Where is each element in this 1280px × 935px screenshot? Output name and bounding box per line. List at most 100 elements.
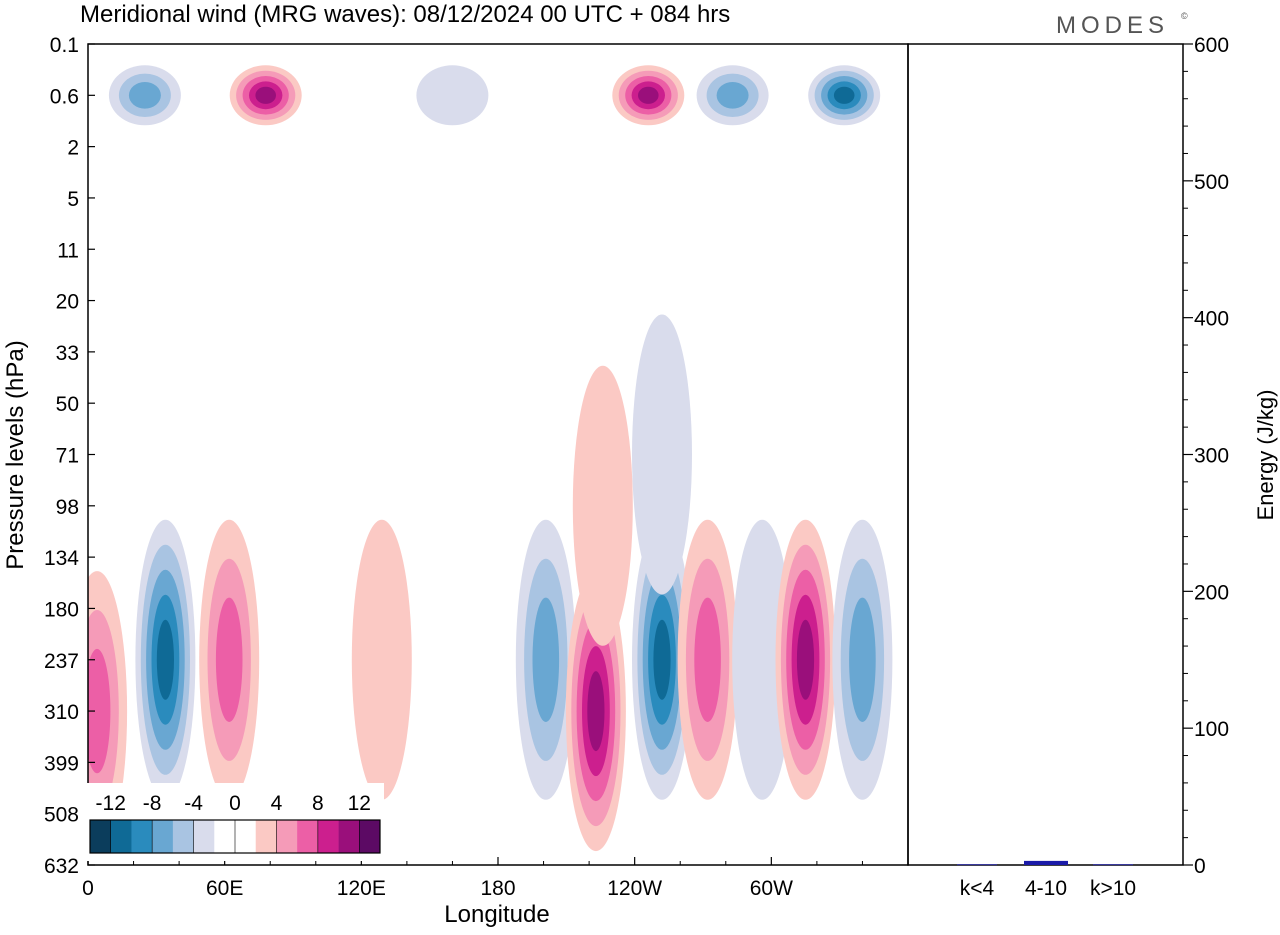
- wind-anomaly-positive: [565, 571, 626, 852]
- y-tick-label: 237: [44, 650, 79, 673]
- wind-anomaly-negative: [416, 65, 489, 126]
- wind-anomaly-negative: [515, 519, 576, 800]
- contour-level-3: [128, 82, 161, 109]
- colorbar-label: 12: [348, 792, 371, 815]
- energy-tick-label: 500: [1194, 171, 1229, 194]
- energy-panel-frame: [907, 43, 1184, 866]
- y-tick-label: 33: [56, 342, 79, 365]
- x-axis-label: Longitude: [444, 901, 549, 928]
- colorbar-label: 0: [229, 792, 241, 815]
- contour-level-3: [532, 597, 560, 722]
- y-tick-label: 134: [44, 547, 79, 570]
- wind-anomaly-negative: [108, 65, 181, 126]
- colorbar-label: -4: [184, 792, 203, 815]
- x-axis-ticks: 0 60E 120E 180 120W 60W: [82, 857, 863, 900]
- wind-anomaly-negative: [732, 519, 793, 800]
- energy-tick-label: 400: [1194, 308, 1229, 331]
- y-tick-label: 2: [67, 137, 79, 160]
- wind-anomaly-positive: [677, 519, 738, 800]
- energy-bar: [957, 864, 997, 866]
- x-tick-label: 60W: [750, 877, 793, 900]
- contour-level-5: [156, 619, 174, 700]
- colorbar-label: -8: [143, 792, 162, 815]
- colorbar-swatch: [235, 820, 257, 853]
- brand-mark: ©: [1181, 11, 1188, 21]
- contour-level-3: [694, 597, 721, 722]
- colorbar-swatch: [317, 820, 339, 853]
- wind-anomaly-positive: [351, 519, 412, 800]
- y-tick-label: 632: [44, 855, 79, 878]
- colorbar-swatch: [193, 820, 215, 853]
- wind-anomaly-negative: [632, 519, 692, 800]
- wind-anomaly-positive: [199, 519, 260, 800]
- colorbar-swatch: [131, 820, 153, 853]
- y-tick-label: 399: [44, 752, 79, 775]
- contour-level-3: [716, 82, 749, 109]
- wind-anomaly-negative: [832, 519, 893, 800]
- contour-level-3: [849, 597, 876, 722]
- colorbar-swatch: [152, 820, 174, 853]
- contour-level-5: [255, 86, 276, 104]
- x-tick-label: 60E: [206, 877, 243, 900]
- colorbar-swatch: [359, 820, 381, 853]
- contour-level-1: [416, 65, 489, 126]
- contour-level-1: [572, 365, 633, 646]
- x-tick-label: 180: [480, 877, 515, 900]
- wind-anomaly-negative: [696, 65, 769, 126]
- energy-bars: k<4 4-10 k>10: [957, 860, 1136, 900]
- energy-bar: [1024, 860, 1068, 865]
- wind-anomaly-positive: [775, 519, 836, 800]
- contour-level-3: [215, 597, 243, 722]
- colorbar-swatch: [110, 820, 132, 853]
- energy-category-label: k>10: [1090, 877, 1136, 900]
- y-tick-label: 0.6: [50, 85, 79, 108]
- x-tick-label: 120W: [607, 877, 662, 900]
- y-axis-label: Pressure levels (hPa): [2, 340, 29, 569]
- colorbar-label: 8: [312, 792, 324, 815]
- energy-tick-label: 300: [1194, 445, 1229, 468]
- colorbar-swatch: [90, 820, 112, 853]
- x-tick-label: 120E: [337, 877, 386, 900]
- wind-anomaly-negative: [808, 65, 881, 126]
- wind-anomaly-positive: [229, 65, 302, 126]
- energy-tick-label: 600: [1194, 34, 1229, 57]
- energy-category-label: k<4: [960, 877, 995, 900]
- colorbar-swatch: [297, 820, 319, 853]
- y-tick-label: 11: [57, 239, 79, 262]
- energy-tick-label: 200: [1194, 581, 1229, 604]
- wind-anomaly-negative: [135, 519, 196, 800]
- energy-axis-ticks: 0 100 200 300 400 500 600: [1183, 34, 1229, 878]
- brand-name: MODES: [1056, 12, 1169, 39]
- wind-anomaly-positive: [612, 65, 685, 126]
- y-tick-label: 71: [56, 445, 79, 468]
- colorbar: -12 -8 -4 0 4 8 12: [84, 783, 384, 861]
- contour-level-5: [796, 619, 815, 700]
- contour-level-1: [351, 519, 412, 800]
- colorbar-swatch: [338, 820, 360, 853]
- contour-level-3: [88, 648, 111, 774]
- energy-tick-label: 100: [1194, 718, 1229, 741]
- y-tick-label: 20: [56, 291, 79, 314]
- energy-bar: [1093, 864, 1133, 866]
- colorbar-swatch: [172, 820, 194, 853]
- y-tick-label: 508: [44, 804, 79, 827]
- contour-level-1: [632, 314, 692, 595]
- brand-logo: MODES ©: [1056, 11, 1188, 39]
- colorbar-label: -12: [96, 792, 126, 815]
- colorbar-swatch: [214, 820, 236, 853]
- chart-title: Meridional wind (MRG waves): 08/12/2024 …: [80, 1, 730, 28]
- y-tick-label: 0.1: [50, 34, 79, 57]
- y-tick-label: 98: [56, 496, 79, 519]
- colorbar-label: 4: [271, 792, 283, 815]
- y-tick-label: 180: [44, 598, 79, 621]
- y-tick-label: 5: [67, 188, 79, 211]
- contour-level-1: [732, 519, 793, 800]
- energy-category-label: 4-10: [1025, 877, 1067, 900]
- wind-anomaly-negative: [632, 314, 692, 595]
- y-tick-label: 50: [56, 393, 79, 416]
- wind-anomaly-positive: [572, 365, 633, 646]
- contour-level-5: [833, 86, 855, 104]
- colorbar-swatch: [255, 820, 277, 853]
